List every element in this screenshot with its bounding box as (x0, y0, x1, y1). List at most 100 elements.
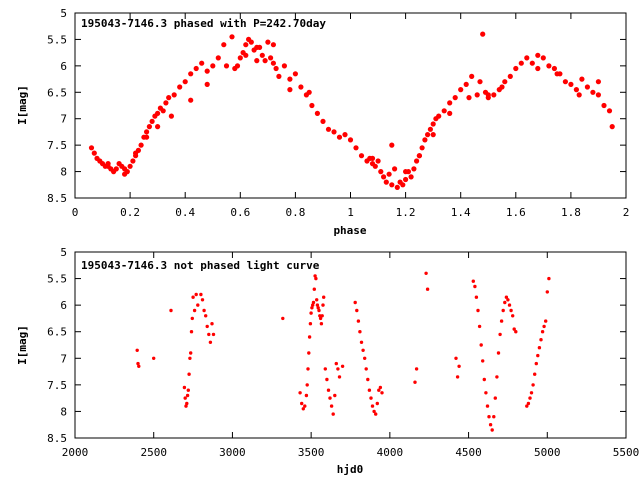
data-point (496, 351, 501, 355)
data-point (389, 142, 395, 148)
data-point (149, 118, 155, 124)
data-point (185, 401, 189, 406)
data-point (551, 65, 558, 72)
x-tick-label: 4000 (377, 446, 404, 459)
data-point (499, 319, 504, 323)
data-point (537, 346, 542, 350)
unphased-light-curve-panel: 5 5.5 6 6.5 7 7.5 8 8.5 2000 2500 3000 3500 4000 450… (16, 246, 639, 476)
data-point (133, 150, 139, 156)
data-point (358, 330, 362, 334)
x-axis-label: hjd0 (337, 463, 364, 476)
data-point (513, 65, 519, 72)
data-point (474, 92, 480, 98)
data-point (342, 132, 348, 138)
data-point (540, 55, 546, 61)
data-point (204, 81, 210, 87)
data-point (194, 292, 198, 297)
x-tick-label: 0.6 (230, 206, 250, 219)
data-point (281, 63, 287, 69)
data-point (424, 271, 428, 275)
data-point (311, 300, 316, 305)
data-point (414, 158, 420, 164)
data-point (207, 332, 211, 337)
data-point (270, 42, 276, 48)
data-point (358, 153, 365, 159)
data-point (477, 324, 482, 329)
x-axis-ticks: 0 0.2 0.4 0.6 0.8 1 1.2 1.4 1.6 1.8 2 (72, 13, 629, 219)
data-point (361, 348, 365, 352)
data-point (315, 303, 320, 307)
data-point (281, 316, 285, 321)
data-point (243, 52, 249, 58)
x-tick-label: 1.2 (396, 206, 416, 219)
data-point (502, 79, 508, 85)
data-point (514, 330, 518, 334)
data-point (383, 179, 389, 185)
data-point (507, 73, 513, 79)
data-point (476, 308, 480, 313)
data-point (155, 110, 161, 116)
data-point (427, 126, 433, 132)
data-point (155, 124, 161, 130)
data-point (333, 393, 337, 398)
data-point (183, 396, 187, 400)
data-point (576, 92, 582, 98)
data-point (447, 100, 453, 106)
data-point (136, 361, 140, 366)
data-point (270, 60, 276, 66)
data-point (369, 396, 373, 400)
data-point (528, 396, 532, 400)
data-point (307, 351, 311, 355)
data-point (488, 423, 493, 427)
data-point (479, 343, 483, 347)
data-point (169, 308, 173, 313)
data-point (192, 308, 197, 313)
y-tick-label: 8.5 (47, 192, 67, 205)
data-point (378, 169, 384, 175)
data-point (305, 383, 309, 387)
data-point (353, 300, 357, 305)
data-point (430, 132, 436, 138)
data-point (535, 52, 541, 58)
data-point (237, 55, 243, 61)
data-point (414, 367, 419, 371)
data-point (320, 118, 326, 124)
data-point (313, 274, 317, 278)
data-point (298, 84, 304, 90)
data-point (307, 335, 312, 339)
data-point (364, 367, 368, 371)
y-axis-label: I[mag] (16, 85, 29, 125)
data-point (359, 340, 364, 344)
data-point (457, 364, 461, 368)
data-point (526, 401, 531, 406)
data-point (482, 377, 486, 382)
data-point (606, 108, 613, 114)
data-point (374, 412, 378, 416)
data-point (190, 316, 194, 321)
data-point (309, 311, 313, 315)
data-point (199, 292, 203, 297)
x-tick-label: 3500 (298, 446, 325, 459)
chart-title: 195043-7146.3 not phased light curve (81, 259, 320, 272)
data-point (595, 92, 602, 98)
data-point (452, 95, 458, 101)
data-point (187, 372, 191, 376)
data-point (425, 287, 430, 291)
data-point (177, 84, 183, 90)
data-point (539, 338, 543, 342)
x-tick-label: 5000 (534, 446, 561, 459)
data-point (265, 39, 271, 45)
data-point (204, 68, 210, 74)
data-point (193, 65, 199, 72)
x-axis-label: phase (333, 224, 366, 237)
data-point (325, 377, 329, 382)
data-point (490, 428, 494, 432)
data-point (292, 71, 298, 77)
data-point (189, 351, 193, 355)
data-point (336, 134, 343, 140)
data-point (243, 42, 249, 48)
data-point (425, 132, 431, 138)
data-point (545, 290, 549, 294)
data-point (196, 303, 200, 307)
data-point (199, 60, 205, 66)
